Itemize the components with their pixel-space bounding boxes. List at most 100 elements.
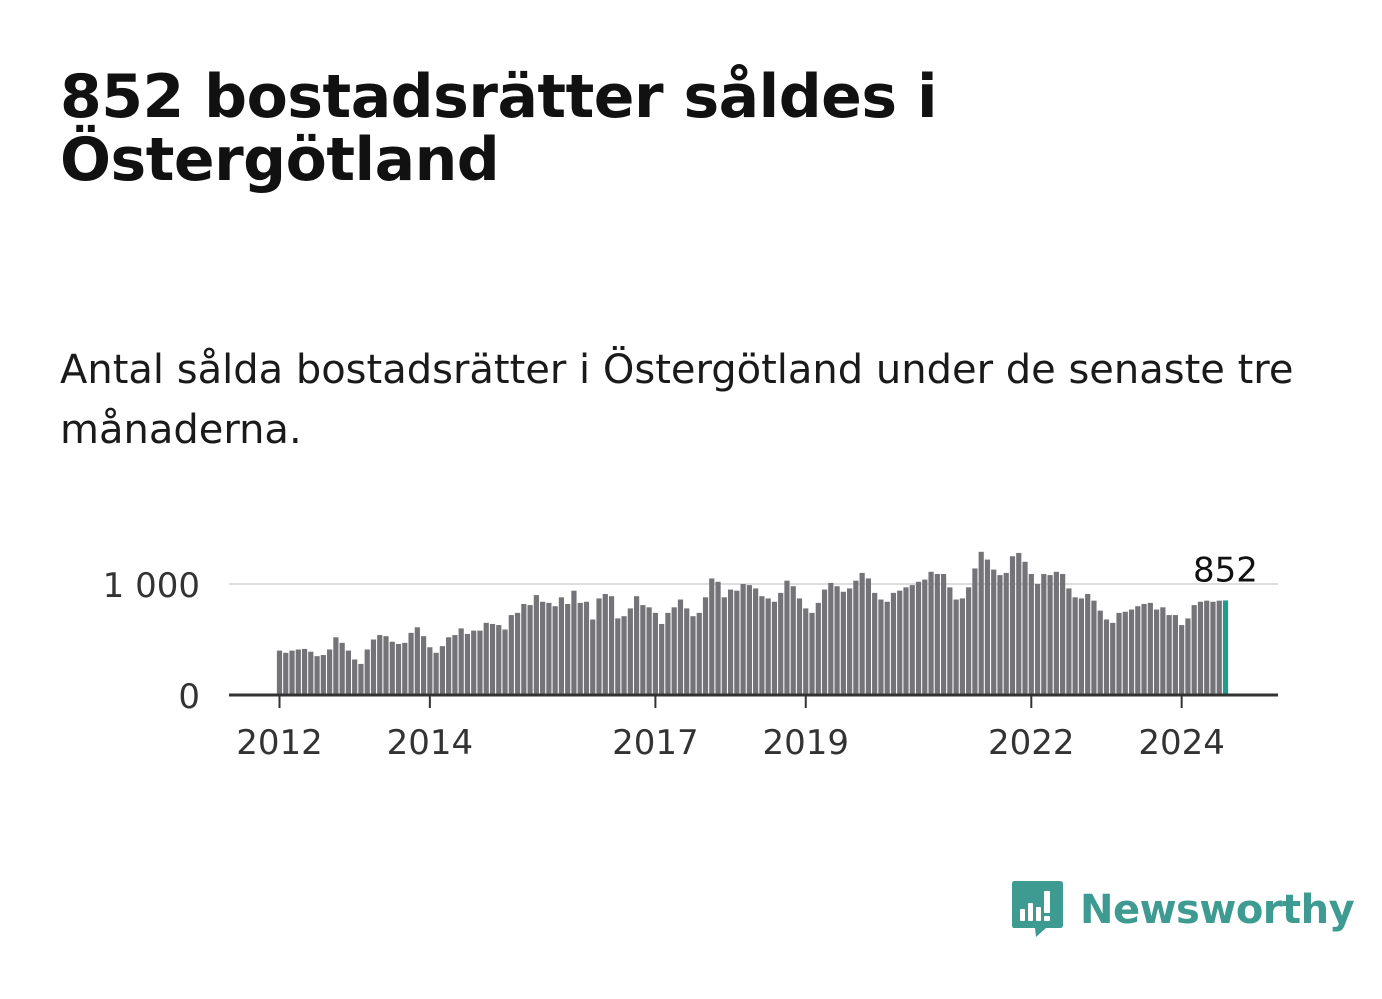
bar xyxy=(608,596,615,695)
bar xyxy=(859,572,865,695)
bar xyxy=(1103,619,1110,695)
bar xyxy=(483,622,489,695)
bar xyxy=(972,568,978,695)
bar xyxy=(1166,615,1172,695)
bar xyxy=(847,588,853,695)
axis-layer xyxy=(229,693,1278,708)
bar xyxy=(659,623,665,695)
bar xyxy=(389,641,395,695)
bar xyxy=(690,616,696,695)
bar xyxy=(1160,607,1166,695)
bar xyxy=(502,629,508,695)
bar xyxy=(1003,572,1009,695)
bar xyxy=(727,589,734,695)
bar xyxy=(740,584,746,695)
bar xyxy=(702,597,709,695)
bar xyxy=(940,574,947,695)
bar xyxy=(327,649,333,695)
bar xyxy=(464,633,471,695)
brand-name: Newsworthy xyxy=(1080,887,1355,933)
bar xyxy=(308,651,314,695)
bar xyxy=(778,592,784,695)
bar xyxy=(1041,574,1047,695)
bar xyxy=(1179,625,1185,695)
bar xyxy=(966,587,972,695)
bar xyxy=(546,602,552,695)
bar xyxy=(596,598,602,695)
bar xyxy=(828,582,834,695)
bar xyxy=(627,608,633,695)
bar xyxy=(947,587,953,695)
highlight-value-label: 852 xyxy=(1193,550,1258,590)
bar xyxy=(1197,601,1204,695)
bar xyxy=(684,608,690,695)
bar xyxy=(746,585,752,695)
bar xyxy=(1022,561,1028,695)
bar xyxy=(715,581,721,695)
bar xyxy=(696,612,702,695)
bar xyxy=(339,642,345,695)
bar xyxy=(922,579,928,695)
bar xyxy=(771,601,778,695)
bar xyxy=(571,590,577,695)
bar xyxy=(377,635,383,695)
bar xyxy=(784,580,790,695)
bar xyxy=(1128,609,1135,695)
bar xyxy=(1147,602,1153,695)
bar xyxy=(1053,571,1059,695)
bar xyxy=(1110,622,1116,695)
bar xyxy=(934,574,940,695)
bar xyxy=(1072,597,1078,695)
bar xyxy=(1016,552,1022,695)
bar xyxy=(458,628,464,695)
bar xyxy=(1216,600,1222,695)
bar xyxy=(1047,575,1053,695)
bar xyxy=(471,630,477,695)
bar xyxy=(665,612,671,695)
x-tick-label: 2012 xyxy=(236,723,323,763)
bar xyxy=(671,607,677,695)
bar xyxy=(1122,611,1128,695)
bar xyxy=(640,605,646,695)
bar xyxy=(897,590,903,695)
bar xyxy=(1066,588,1072,695)
bar xyxy=(991,569,997,695)
bar xyxy=(1154,609,1160,695)
bar xyxy=(928,571,934,695)
bar xyxy=(289,650,295,695)
bar xyxy=(521,603,527,695)
bar xyxy=(997,575,1003,695)
bar xyxy=(1097,610,1103,695)
bar xyxy=(809,612,815,695)
bar xyxy=(903,587,909,695)
bar xyxy=(621,616,627,695)
bar xyxy=(427,647,433,695)
bar xyxy=(1172,615,1178,695)
y-tick-label: 1 000 xyxy=(103,566,200,606)
bar xyxy=(1185,618,1191,695)
bar xyxy=(489,623,496,695)
bar xyxy=(803,608,809,695)
bar xyxy=(759,596,765,695)
bar xyxy=(1034,584,1041,695)
bar xyxy=(953,599,959,695)
newsworthy-brand: Newsworthy xyxy=(1010,878,1355,942)
bar xyxy=(514,612,521,695)
bar xyxy=(915,581,922,695)
bar xyxy=(395,643,402,695)
bar xyxy=(540,601,546,695)
bar xyxy=(333,637,339,695)
bar xyxy=(558,597,565,695)
bar xyxy=(1009,556,1016,695)
bar xyxy=(565,603,571,695)
bar xyxy=(533,595,539,695)
bar xyxy=(1116,612,1122,695)
bar xyxy=(790,586,796,695)
bar xyxy=(1210,601,1216,695)
bar xyxy=(314,656,320,695)
bar xyxy=(439,646,445,695)
bar xyxy=(634,596,640,695)
bar xyxy=(909,585,915,695)
bar xyxy=(402,642,408,695)
bar xyxy=(615,618,621,695)
